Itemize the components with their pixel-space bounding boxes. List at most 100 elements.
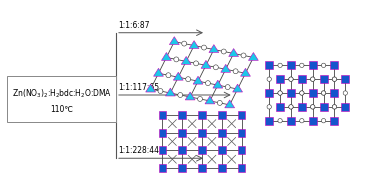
Polygon shape	[241, 68, 250, 76]
Bar	[198, 164, 206, 172]
Circle shape	[178, 93, 183, 98]
Bar	[330, 61, 338, 69]
Polygon shape	[173, 72, 183, 80]
Circle shape	[194, 61, 198, 66]
Bar	[341, 75, 349, 83]
Polygon shape	[145, 84, 156, 92]
Text: 1:1:117:65: 1:1:117:65	[118, 83, 159, 92]
Polygon shape	[201, 60, 211, 68]
FancyBboxPatch shape	[7, 76, 116, 122]
Bar	[309, 89, 317, 97]
Circle shape	[267, 105, 272, 109]
Bar	[298, 103, 306, 111]
Bar	[287, 117, 295, 125]
Bar	[238, 129, 245, 136]
Bar	[287, 61, 295, 69]
Circle shape	[241, 53, 246, 58]
Polygon shape	[169, 37, 179, 45]
Polygon shape	[229, 49, 239, 57]
Bar	[238, 111, 245, 119]
Circle shape	[278, 91, 282, 95]
Polygon shape	[193, 76, 203, 84]
Circle shape	[206, 81, 210, 86]
Circle shape	[289, 105, 293, 109]
Polygon shape	[221, 64, 231, 72]
Bar	[238, 146, 245, 154]
Bar	[287, 89, 295, 97]
Bar	[159, 111, 166, 119]
Bar	[309, 61, 317, 69]
Bar	[309, 117, 317, 125]
Bar	[265, 89, 273, 97]
Polygon shape	[225, 100, 235, 108]
Circle shape	[311, 77, 315, 81]
Circle shape	[300, 119, 304, 123]
Circle shape	[198, 96, 203, 101]
Circle shape	[332, 77, 336, 81]
Circle shape	[311, 105, 315, 109]
Circle shape	[289, 77, 293, 81]
Text: 110℃: 110℃	[50, 105, 73, 114]
Circle shape	[322, 91, 326, 95]
Bar	[178, 129, 186, 136]
Bar	[159, 129, 166, 136]
Circle shape	[300, 63, 304, 67]
Circle shape	[201, 45, 206, 50]
Circle shape	[166, 73, 171, 78]
Bar	[330, 117, 338, 125]
Circle shape	[311, 105, 315, 109]
Bar	[298, 75, 306, 83]
Polygon shape	[248, 53, 258, 60]
Circle shape	[278, 119, 282, 123]
Circle shape	[182, 41, 186, 46]
Circle shape	[213, 65, 218, 70]
Text: Zn(NO$_3$)$_2$:H$_2$bdc:H$_2$O:DMA: Zn(NO$_3$)$_2$:H$_2$bdc:H$_2$O:DMA	[12, 88, 112, 100]
Circle shape	[332, 77, 336, 81]
Bar	[198, 129, 206, 136]
Bar	[330, 89, 338, 97]
Circle shape	[221, 49, 226, 54]
Polygon shape	[181, 57, 191, 64]
Bar	[198, 146, 206, 154]
Circle shape	[289, 105, 293, 109]
Circle shape	[267, 77, 272, 81]
Polygon shape	[154, 68, 163, 76]
Bar	[276, 103, 284, 111]
Circle shape	[322, 119, 326, 123]
Bar	[218, 129, 226, 136]
Circle shape	[343, 91, 348, 95]
Circle shape	[158, 89, 163, 94]
Bar	[159, 146, 166, 154]
Circle shape	[289, 77, 293, 81]
Circle shape	[300, 91, 304, 95]
Circle shape	[233, 69, 238, 74]
Polygon shape	[209, 45, 219, 53]
Bar	[265, 61, 273, 69]
Circle shape	[217, 100, 222, 105]
Circle shape	[332, 105, 336, 109]
Bar	[341, 103, 349, 111]
Polygon shape	[185, 92, 195, 100]
Polygon shape	[162, 53, 171, 60]
Bar	[218, 164, 226, 172]
Bar	[198, 111, 206, 119]
Bar	[218, 111, 226, 119]
Circle shape	[300, 91, 304, 95]
Circle shape	[225, 85, 230, 90]
Circle shape	[174, 57, 179, 62]
Bar	[178, 146, 186, 154]
Text: 1:1:6:87: 1:1:6:87	[118, 21, 150, 30]
Bar	[238, 164, 245, 172]
Bar	[265, 117, 273, 125]
Bar	[276, 75, 284, 83]
Text: 1:1:228:44: 1:1:228:44	[118, 146, 159, 155]
Circle shape	[186, 77, 191, 82]
Polygon shape	[233, 84, 242, 92]
Circle shape	[322, 91, 326, 95]
Polygon shape	[189, 41, 199, 49]
Circle shape	[278, 63, 282, 67]
Polygon shape	[205, 96, 215, 104]
Bar	[178, 111, 186, 119]
Bar	[178, 164, 186, 172]
Bar	[320, 75, 327, 83]
